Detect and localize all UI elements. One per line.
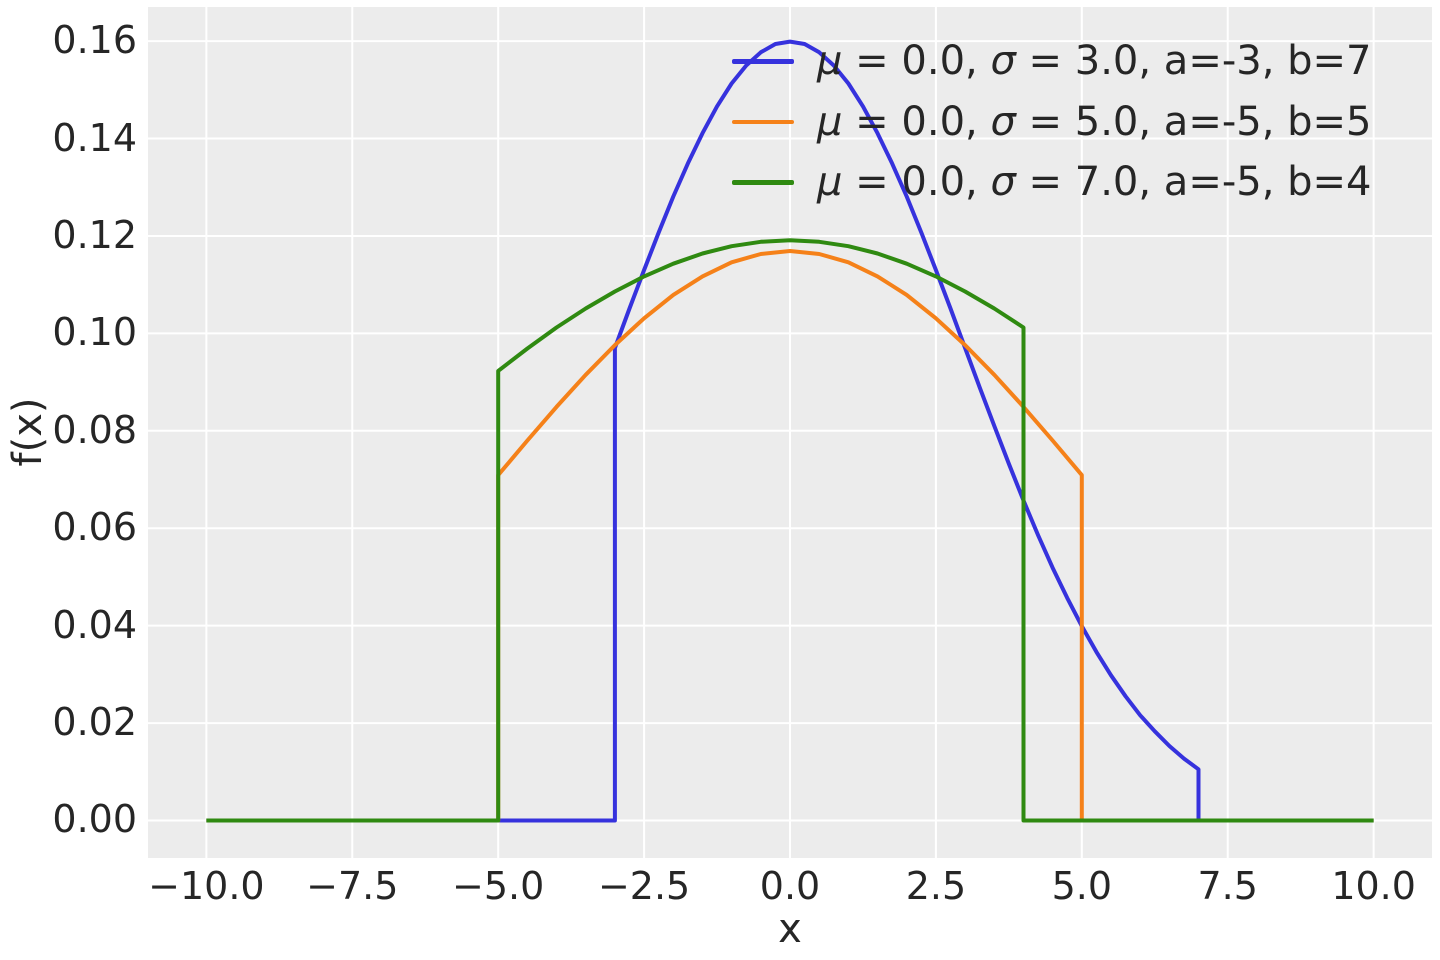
- legend-entry: μ = 0.0, σ = 3.0, a=-3, b=7: [732, 31, 1372, 92]
- legend-swatch: [732, 180, 794, 185]
- x-tick-label: 2.5: [905, 864, 967, 908]
- y-tick-label: 0.00: [52, 797, 137, 842]
- legend-label: μ = 0.0, σ = 3.0, a=-3, b=7: [817, 38, 1372, 85]
- series-line-truncnorm-sigma-7: [206, 238, 1374, 823]
- x-tick-label: 0.0: [759, 864, 821, 908]
- y-tick-label: 0.10: [52, 310, 137, 355]
- x-tick-label: 7.5: [1197, 864, 1258, 908]
- x-tick-label: 5.0: [1051, 864, 1113, 908]
- x-tick-label: 10.0: [1331, 864, 1416, 908]
- legend: μ = 0.0, σ = 3.0, a=-3, b=7 μ = 0.0, σ = …: [732, 31, 1372, 213]
- y-tick-label: 0.08: [52, 407, 137, 452]
- y-tick-label: 0.12: [52, 213, 137, 258]
- y-tick-label: 0.02: [52, 700, 137, 745]
- x-axis-label: x: [778, 906, 802, 952]
- legend-label: μ = 0.0, σ = 5.0, a=-5, b=5: [817, 98, 1372, 145]
- legend-swatch: [732, 59, 794, 64]
- y-tick-label: 0.04: [52, 602, 137, 647]
- x-tick-label: −5.0: [452, 864, 545, 908]
- legend-entry: μ = 0.0, σ = 7.0, a=-5, b=4: [732, 152, 1372, 213]
- y-tick-label: 0.06: [52, 505, 137, 550]
- y-axis-tick-labels: 0.00 0.02 0.04 0.06 0.08 0.10 0.12 0.14 0.16: [0, 0, 137, 960]
- legend-label: μ = 0.0, σ = 7.0, a=-5, b=4: [817, 159, 1372, 206]
- x-tick-label: −7.5: [306, 864, 399, 908]
- y-tick-label: 0.14: [52, 115, 137, 160]
- x-tick-label: −10.0: [148, 864, 265, 908]
- legend-swatch: [732, 119, 794, 124]
- y-axis-label: f(x): [5, 397, 51, 467]
- series-line-truncnorm-sigma-3: [206, 39, 1374, 823]
- legend-entry: μ = 0.0, σ = 5.0, a=-5, b=5: [732, 92, 1372, 153]
- x-tick-label: −2.5: [597, 864, 691, 908]
- x-axis-tick-labels: −10.0 −7.5 −5.0 −2.5 0.0 2.5 5.0 7.5 10.0: [0, 864, 1440, 914]
- y-tick-label: 0.16: [52, 18, 137, 63]
